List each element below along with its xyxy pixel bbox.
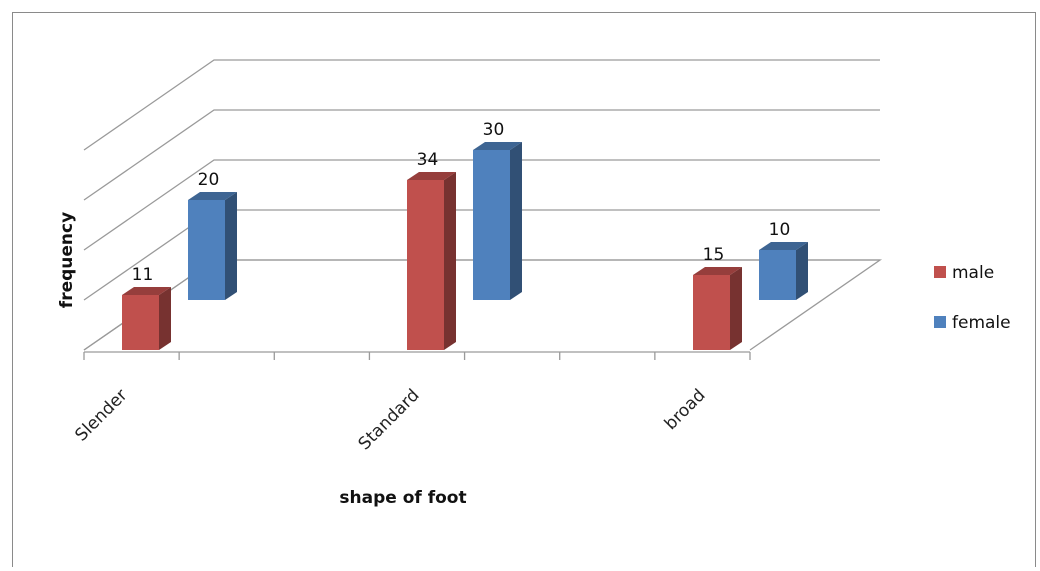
bars <box>122 142 808 350</box>
bar-side-female-Standard <box>510 142 522 300</box>
bar-female-broad <box>759 250 796 300</box>
data-label-female-Slender: 20 <box>198 170 220 190</box>
legend-label-female: female <box>952 313 1011 333</box>
legend: male female <box>934 263 1011 333</box>
bar-top-male-broad <box>693 267 742 275</box>
bar-side-female-broad <box>796 242 808 300</box>
bar-side-female-Slender <box>225 192 237 300</box>
gridline <box>83 159 880 251</box>
bar-top-female-Slender <box>188 192 237 200</box>
data-label-female-Standard: 30 <box>483 120 505 140</box>
chart-frame <box>12 12 1036 567</box>
data-label-male-broad: 15 <box>703 245 725 265</box>
x-tick-label-Slender: Slender <box>71 385 131 445</box>
bar-top-female-broad <box>759 242 808 250</box>
bar-male-Slender <box>122 295 159 350</box>
x-axis <box>83 351 751 360</box>
gridline <box>83 109 880 201</box>
legend-label-male: male <box>952 263 994 283</box>
bar-top-male-Standard <box>407 172 456 180</box>
bar-top-male-Slender <box>122 287 171 295</box>
bar-side-male-Standard <box>444 172 456 350</box>
bar-male-Standard <box>407 180 444 350</box>
bar-female-Slender <box>188 200 225 300</box>
gridline <box>83 59 880 151</box>
bar-female-Standard <box>473 150 510 300</box>
bar-side-male-broad <box>730 267 742 350</box>
x-tick-label-broad: broad <box>661 385 710 434</box>
x-tick-label-Standard: Standard <box>355 385 424 454</box>
data-label-female-broad: 10 <box>769 220 791 240</box>
legend-swatch-male <box>934 266 946 278</box>
x-tick-labels: Slender Standard broad <box>71 385 709 454</box>
data-labels: 11 20 34 30 15 10 <box>132 120 791 285</box>
legend-swatch-female <box>934 316 946 328</box>
bar-top-female-Standard <box>473 142 522 150</box>
data-label-male-Standard: 34 <box>417 150 439 170</box>
bar-side-male-Slender <box>159 287 171 350</box>
bar-male-broad <box>693 275 730 350</box>
y-axis-title: frequency <box>57 212 77 308</box>
data-label-male-Slender: 11 <box>132 265 154 285</box>
x-axis-title: shape of foot <box>339 488 466 508</box>
